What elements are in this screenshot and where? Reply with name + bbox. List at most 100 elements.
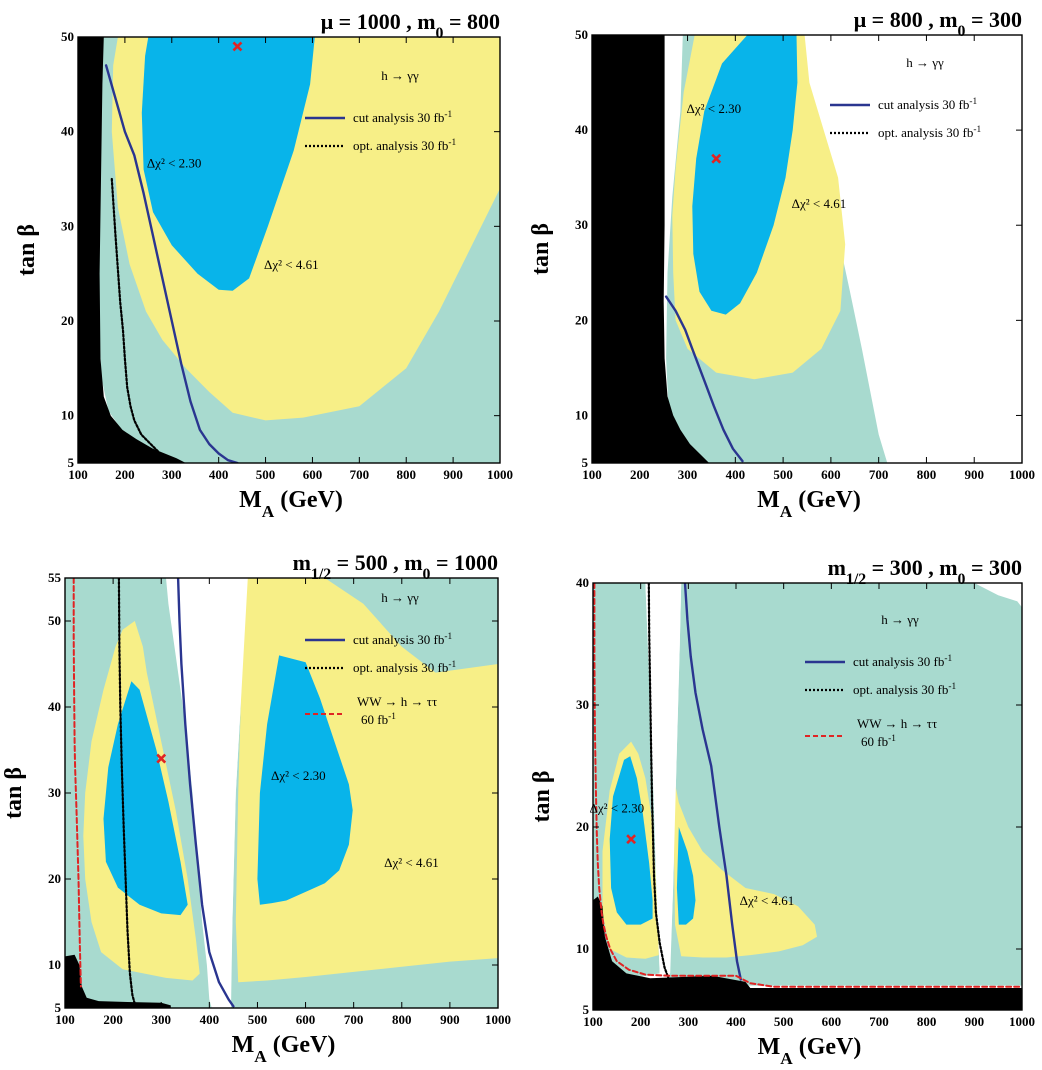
x-tick-label: 300 (679, 1014, 699, 1029)
chart-title-part: = 800 (443, 9, 500, 34)
legend-opt-label-part: -1 (448, 138, 456, 148)
x-axis-label: MA (GeV) (757, 487, 861, 521)
x-tick-label: 600 (303, 467, 323, 482)
legend-process: h → γγ (381, 590, 419, 605)
x-tick-label: 1000 (1009, 467, 1035, 482)
x-axis-label-part: A (262, 502, 275, 521)
contour-label: Δχ² < 2.30 (590, 800, 645, 815)
best-fit-marker (711, 153, 722, 164)
y-tick-label: 5 (68, 455, 75, 470)
x-axis-label-part: M (239, 487, 262, 513)
x-axis-label-part: (GeV) (793, 1034, 862, 1060)
legend-cut-label: cut analysis 30 fb-1 (353, 110, 452, 125)
plot-area (593, 583, 1022, 1010)
legend-opt-label-part: -1 (973, 125, 981, 135)
legend-opt-label: opt. analysis 30 fb-1 (353, 138, 456, 153)
x-tick-label: 200 (103, 1012, 123, 1027)
x-axis-label: MA (GeV) (758, 1034, 862, 1068)
x-tick-label: 700 (869, 1014, 889, 1029)
y-tick-label: 20 (576, 819, 589, 834)
chart-title-part: = 500 , m (331, 550, 422, 575)
region-black (592, 35, 710, 463)
x-tick-label: 400 (209, 467, 229, 482)
x-tick-label: 700 (344, 1012, 364, 1027)
y-tick-label: 5 (583, 1002, 590, 1017)
y-tick-label: 10 (61, 408, 74, 423)
x-tick-label: 700 (869, 467, 889, 482)
chart-title-part: 0 (958, 23, 966, 40)
chart-title: μ = 1000 , m0 = 800 (321, 9, 500, 42)
x-axis-label: MA (GeV) (232, 1032, 336, 1066)
x-tick-label: 100 (68, 467, 88, 482)
y-tick-label: 55 (48, 570, 62, 585)
series-opt-line (110, 177, 162, 455)
x-tick-label: 1000 (1009, 1014, 1035, 1029)
legend-cut-label: cut analysis 30 fb-1 (853, 654, 952, 669)
region-teal-right (669, 583, 1022, 986)
best-fit-marker (626, 834, 637, 845)
legend-opt-label: opt. analysis 30 fb-1 (853, 682, 956, 697)
legend-ww-label: WW → h → ττ (357, 694, 437, 709)
x-axis-label-part: A (780, 1049, 793, 1068)
y-tick-label: 5 (55, 1000, 62, 1015)
y-axis-label: tan β (528, 223, 554, 275)
y-axis-label: tan β (1, 767, 27, 819)
chart-title: m1/2 = 500 , m0 = 1000 (293, 550, 498, 583)
x-tick-label: 500 (774, 1014, 794, 1029)
chart-title-part: μ = 800 , m (854, 7, 958, 32)
plot-area (592, 35, 1022, 463)
x-tick-label: 400 (200, 1012, 220, 1027)
legend-cut-label-part: -1 (444, 632, 452, 642)
x-axis-label-part: (GeV) (267, 1032, 336, 1058)
legend-cut-label: cut analysis 30 fb-1 (353, 632, 452, 647)
x-tick-label: 500 (248, 1012, 268, 1027)
contour-label: Δχ² < 4.61 (792, 196, 847, 211)
region-white-gap (166, 578, 248, 1008)
x-axis-label-part: M (232, 1032, 255, 1058)
y-tick-label: 50 (48, 613, 61, 628)
x-tick-label: 100 (55, 1012, 75, 1027)
legend-process: h → γγ (381, 68, 419, 83)
legend-cut-label-part: cut analysis 30 fb (878, 97, 969, 112)
y-tick-label: 30 (48, 785, 61, 800)
x-tick-label: 900 (440, 1012, 460, 1027)
chart-title-part: m (293, 550, 311, 575)
legend-cut-label-part: cut analysis 30 fb (353, 110, 444, 125)
legend-opt-label-part: -1 (948, 682, 956, 692)
x-tick-label: 900 (965, 1014, 985, 1029)
y-tick-label: 50 (61, 29, 74, 44)
region-cyan (141, 37, 315, 291)
region-white-gap (645, 583, 682, 974)
legend-cut-label-part: -1 (944, 654, 952, 664)
x-tick-label: 900 (443, 467, 463, 482)
chart-title-part: = 1000 (430, 550, 498, 575)
chart-title-part: μ = 1000 , m (321, 9, 436, 34)
y-tick-label: 40 (48, 699, 61, 714)
legend-opt-label-part: opt. analysis 30 fb (878, 125, 973, 140)
x-tick-label: 300 (162, 467, 182, 482)
legend-ww-lumi-part: 60 fb (361, 712, 388, 727)
y-tick-label: 50 (575, 27, 588, 42)
contour-label: Δχ² < 4.61 (264, 257, 319, 272)
y-tick-label: 40 (576, 575, 589, 590)
region-cyan (692, 35, 798, 315)
x-tick-label: 500 (773, 467, 793, 482)
legend-cut-label-part: cut analysis 30 fb (853, 654, 944, 669)
series-cut-line (683, 583, 742, 981)
y-tick-label: 10 (48, 957, 61, 972)
y-tick-label: 40 (575, 122, 588, 137)
legend-ww-label: WW → h → ττ (857, 716, 937, 731)
series-ww-line (72, 578, 82, 988)
legend-ww-lumi-part: 60 fb (861, 734, 888, 749)
y-tick-label: 20 (575, 312, 588, 327)
y-tick-label: 30 (575, 217, 588, 232)
legend-opt-label: opt. analysis 30 fb-1 (878, 125, 981, 140)
legend-opt-label-part: opt. analysis 30 fb (853, 682, 948, 697)
